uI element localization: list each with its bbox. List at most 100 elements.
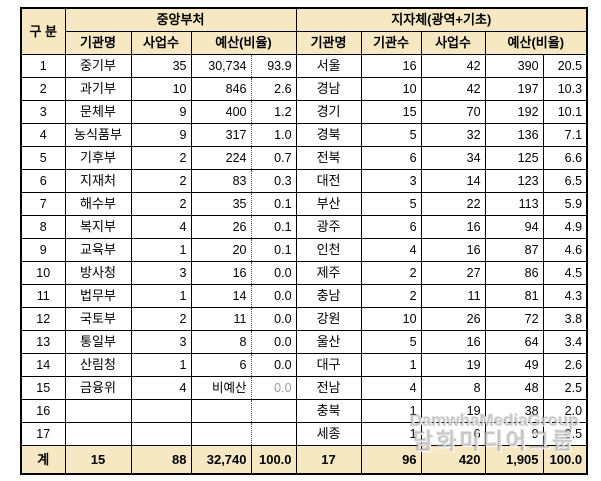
cell-central-budget: 224 — [190, 146, 252, 170]
cell-local-biz-count: 16 — [420, 215, 486, 239]
cell-local-ratio: 4.3 — [542, 284, 588, 308]
cell-central-budget: 8 — [190, 330, 252, 354]
cell-row-number: 14 — [20, 353, 66, 377]
cell-central-biz-count: 4 — [130, 376, 192, 400]
table-row: 8 복지부 4 26 0.1 광주 6 16 94 4.9 — [20, 215, 588, 239]
cell-central-ratio — [250, 399, 297, 423]
cell-row-number: 8 — [20, 215, 66, 239]
cell-local-budget: 81 — [484, 284, 544, 308]
cell-local-biz-count: 34 — [420, 146, 486, 170]
cell-central-biz-count: 4 — [130, 215, 192, 239]
cell-central-ratio: 0.1 — [250, 238, 297, 262]
cell-local-org-name: 경남 — [295, 77, 362, 101]
cell-central-budget — [190, 422, 252, 446]
cell-local-biz-count: 11 — [420, 284, 486, 308]
cell-central-biz-count: 35 — [130, 54, 192, 78]
cell-central-org-name: 중기부 — [64, 54, 132, 78]
cell-local-ratio: 6.6 — [542, 146, 588, 170]
cell-row-number: 5 — [20, 146, 66, 170]
cell-row-number: 16 — [20, 399, 66, 423]
cell-central-ratio: 0.7 — [250, 146, 297, 170]
cell-central-org-name: 법무부 — [64, 284, 132, 308]
cell-row-number: 2 — [20, 77, 66, 101]
cell-central-biz-count: 1 — [130, 353, 192, 377]
cell-local-budget: 197 — [484, 77, 544, 101]
cell-central-biz-count: 2 — [130, 307, 192, 331]
cell-local-org-count: 5 — [360, 330, 422, 354]
cell-local-biz-count: 42 — [420, 77, 486, 101]
cell-local-budget: 390 — [484, 54, 544, 78]
cell-local-org-name: 인천 — [295, 238, 362, 262]
cell-local-budget: 38 — [484, 399, 544, 423]
cell-central-biz-count: 3 — [130, 261, 192, 285]
cell-central-org-name: 해수부 — [64, 192, 132, 216]
cell-local-biz-count: 27 — [420, 261, 486, 285]
table-row: 3 문체부 9 400 1.2 경기 15 70 192 10.1 — [20, 100, 588, 124]
cell-central-biz-count: 2 — [130, 169, 192, 193]
cell-local-budget: 123 — [484, 169, 544, 193]
cell-central-biz-count: 9 — [130, 100, 192, 124]
cell-local-org-name: 서울 — [295, 54, 362, 78]
cell-local-ratio: 4.6 — [542, 238, 588, 262]
header-row-columns: 기관명 사업수 예산(비율) 기관명 기관수 사업수 예산(비율) — [21, 31, 588, 55]
total-row: 계 15 88 32,740 100.0 17 96 420 1,905 100.0 — [20, 445, 588, 475]
header-central-org-name: 기관명 — [64, 31, 132, 55]
cell-central-ratio: 0.0 — [250, 330, 297, 354]
cell-row-number: 9 — [20, 238, 66, 262]
cell-local-biz-count: 19 — [420, 399, 486, 423]
cell-row-number: 10 — [20, 261, 66, 285]
cell-row-number: 7 — [20, 192, 66, 216]
table-row: 6 지재처 2 83 0.3 대전 3 14 123 6.5 — [20, 169, 588, 193]
cell-local-biz-count: 22 — [420, 192, 486, 216]
cell-local-org-name: 충남 — [295, 284, 362, 308]
cell-central-biz-count: 9 — [130, 123, 192, 147]
cell-local-budget: 136 — [484, 123, 544, 147]
cell-local-biz-count: 420 — [420, 445, 486, 475]
cell-central-ratio: 0.1 — [250, 192, 297, 216]
cell-local-org-count: 15 — [360, 100, 422, 124]
cell-central-org-name — [64, 399, 132, 423]
cell-local-org-count: 96 — [360, 445, 422, 475]
cell-local-org-count: 10 — [360, 77, 422, 101]
cell-central-org-name: 국토부 — [64, 307, 132, 331]
cell-local-org-name: 충북 — [295, 399, 362, 423]
cell-central-org-name: 농식품부 — [64, 123, 132, 147]
cell-row-number: 17 — [20, 422, 66, 446]
cell-central-ratio: 0.0 — [250, 376, 297, 400]
header-central-budget-ratio: 예산(비율) — [190, 31, 297, 55]
cell-local-biz-count: 32 — [420, 123, 486, 147]
cell-local-org-count: 1 — [360, 399, 422, 423]
header-local-biz-count: 사업수 — [420, 31, 486, 55]
cell-local-org-name: 강원 — [295, 307, 362, 331]
cell-row-number: 3 — [20, 100, 66, 124]
cell-local-org-count: 3 — [360, 169, 422, 193]
cell-central-org-name: 산림청 — [64, 353, 132, 377]
cell-central-budget: 30,734 — [190, 54, 252, 78]
table-body: 1 중기부 35 30,734 93.9 서울 16 42 390 20.5 2 과기부 10 846 2.… — [20, 54, 588, 475]
cell-row-number: 12 — [20, 307, 66, 331]
cell-local-ratio: 2.5 — [542, 376, 588, 400]
cell-local-org-name: 전남 — [295, 376, 362, 400]
cell-local-biz-count: 19 — [420, 353, 486, 377]
cell-central-ratio: 100.0 — [250, 445, 297, 475]
header-row-groups: 구 분 중앙부처 지자체(광역+기초) — [20, 7, 588, 55]
cell-local-org-count: 1 — [360, 422, 422, 446]
cell-central-budget: 비예산 — [190, 376, 252, 400]
cell-local-ratio: 10.3 — [542, 77, 588, 101]
cell-local-org-count: 4 — [360, 238, 422, 262]
cell-central-ratio: 93.9 — [250, 54, 297, 78]
header-local-budget-ratio: 예산(비율) — [484, 31, 588, 55]
table-row: 4 농식품부 9 317 1.0 경북 5 32 136 7.1 — [20, 123, 588, 147]
cell-local-org-count: 6 — [360, 215, 422, 239]
cell-central-biz-count: 3 — [130, 330, 192, 354]
cell-local-ratio: 20.5 — [542, 54, 588, 78]
cell-central-biz-count: 2 — [130, 146, 192, 170]
cell-central-biz-count — [130, 399, 192, 423]
cell-central-ratio: 0.1 — [250, 215, 297, 239]
cell-local-org-count: 4 — [360, 376, 422, 400]
cell-local-biz-count: 16 — [420, 238, 486, 262]
cell-local-org-count: 16 — [360, 54, 422, 78]
cell-central-ratio: 0.0 — [250, 353, 297, 377]
cell-central-ratio: 2.6 — [250, 77, 297, 101]
